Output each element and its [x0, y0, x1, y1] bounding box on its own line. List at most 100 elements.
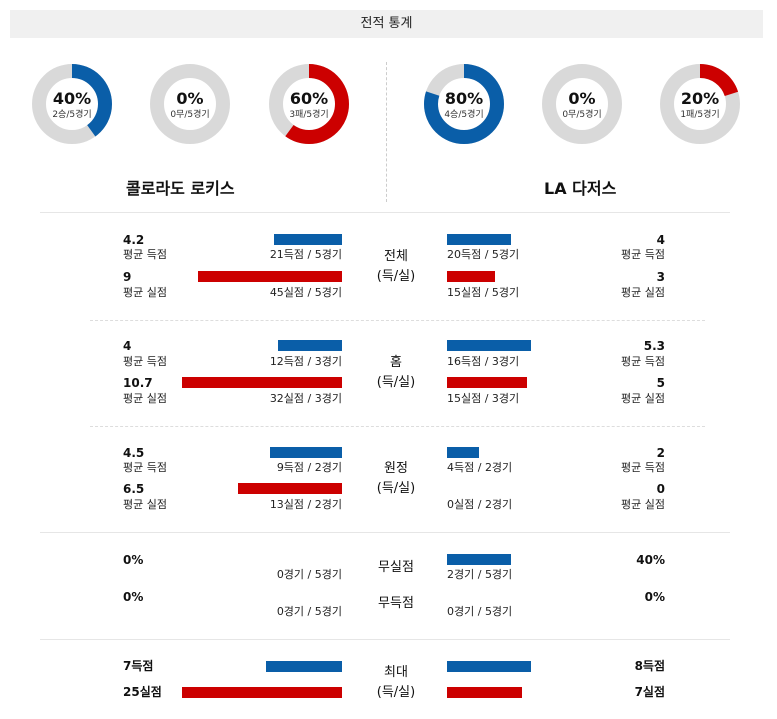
right-score-count: 20득점 / 5경기 — [447, 248, 520, 261]
donut-record: 4승/5경기 — [444, 110, 484, 120]
donut-ring — [424, 64, 504, 144]
left-avg-score-label: 평균 득점 — [123, 248, 167, 261]
right-scoreless-count: 0경기 / 5경기 — [447, 605, 513, 618]
right-allow-count: 15실점 / 3경기 — [447, 392, 520, 405]
left-avg-allow-value: 9 — [123, 270, 132, 284]
category-home-sub: (득/실) — [376, 375, 416, 390]
category-total-sub: (득/실) — [376, 269, 416, 284]
right-avg-score-label: 평균 득점 — [621, 461, 665, 474]
right-max-allow: 7실점 — [634, 685, 665, 699]
section-divider — [40, 212, 730, 213]
donut-arc — [660, 64, 740, 144]
donut-record: 3패/5경기 — [289, 110, 329, 120]
left-score-count: 21득점 / 5경기 — [269, 248, 342, 261]
left-allow-bar — [182, 377, 342, 388]
category-total: 전체 — [384, 249, 408, 264]
left-scoreless-count: 0경기 / 5경기 — [276, 605, 342, 618]
donut-arc — [424, 64, 504, 144]
right-avg-allow-label: 평균 실점 — [621, 392, 665, 405]
left-avg-score-value: 4.2 — [123, 233, 145, 247]
right-score-bar — [447, 234, 511, 245]
category-max: 최대 — [384, 665, 408, 680]
right-max-score-bar — [447, 661, 531, 672]
left-scoreless-value: 0% — [123, 590, 144, 604]
right-shutout-value: 40% — [636, 553, 665, 567]
left-avg-allow-label: 평균 실점 — [123, 286, 167, 299]
donut-percent: 0% — [176, 89, 204, 108]
donut-ring — [32, 64, 112, 144]
left-avg-score-value: 4 — [123, 339, 132, 353]
section-divider — [90, 426, 705, 427]
section-divider — [40, 532, 730, 533]
team-divider — [386, 62, 387, 202]
right-score-count: 16득점 / 3경기 — [447, 355, 520, 368]
right-allow-count: 15실점 / 5경기 — [447, 286, 520, 299]
left-max-score: 7득점 — [123, 659, 154, 673]
left-score-count: 12득점 / 3경기 — [269, 355, 342, 368]
donut-ring — [542, 64, 622, 144]
right-shutout-count: 2경기 / 5경기 — [447, 568, 513, 581]
donut-ring — [660, 64, 740, 144]
left-allow-count: 32실점 / 3경기 — [269, 392, 342, 405]
right-allow-count: 0실점 / 2경기 — [447, 498, 513, 511]
left-allow-count: 13실점 / 2경기 — [269, 498, 342, 511]
right-scoreless-value: 0% — [644, 590, 665, 604]
right-avg-score-value: 4 — [656, 233, 665, 247]
donut-arc — [269, 64, 349, 144]
donut-record: 2승/5경기 — [52, 110, 92, 120]
left-score-bar — [278, 340, 342, 351]
left-score-bar — [270, 447, 342, 458]
category-away: 원정 — [384, 461, 408, 476]
left-avg-allow-value: 6.5 — [123, 482, 145, 496]
right-avg-allow-label: 평균 실점 — [621, 498, 665, 511]
right-score-bar — [447, 447, 479, 458]
donut-percent: 60% — [289, 89, 329, 108]
donut-track — [542, 64, 622, 144]
right-avg-score-value: 2 — [656, 446, 665, 460]
donut-ring — [150, 64, 230, 144]
donut-percent: 40% — [52, 89, 92, 108]
donut-ring — [269, 64, 349, 144]
left-avg-allow-label: 평균 실점 — [123, 392, 167, 405]
left-max-allow: 25실점 — [123, 685, 162, 699]
left-score-count: 9득점 / 2경기 — [276, 461, 342, 474]
right-allow-bar — [447, 271, 495, 282]
right-avg-score-label: 평균 득점 — [621, 355, 665, 368]
team-name-left: 콜로라도 로키스 — [126, 179, 235, 198]
left-shutout-value: 0% — [123, 553, 144, 567]
right-avg-allow-value: 5 — [656, 376, 665, 390]
donut-track — [150, 64, 230, 144]
section-divider — [90, 320, 705, 321]
donut-record: 1패/5경기 — [680, 110, 720, 120]
right-score-bar — [447, 340, 531, 351]
section-divider — [40, 639, 730, 640]
left-score-bar — [274, 234, 342, 245]
donut-left-draw: 0% 0무/5경기 — [148, 62, 232, 146]
category-shutout: 무실점 — [378, 560, 414, 575]
donut-right-loss: 20% 1패/5경기 — [658, 62, 742, 146]
team-name-right: LA 다저스 — [544, 179, 617, 198]
right-allow-bar — [447, 377, 527, 388]
left-allow-count: 45실점 / 5경기 — [269, 286, 342, 299]
right-avg-score-label: 평균 득점 — [621, 248, 665, 261]
donut-left-loss: 60% 3패/5경기 — [267, 62, 351, 146]
donut-percent: 80% — [444, 89, 484, 108]
left-max-score-bar — [266, 661, 342, 672]
left-avg-score-label: 평균 득점 — [123, 355, 167, 368]
donut-right-win: 80% 4승/5경기 — [422, 62, 506, 146]
left-avg-score-value: 4.5 — [123, 446, 145, 460]
category-home: 홈 — [390, 355, 402, 370]
left-allow-bar — [238, 483, 342, 494]
left-avg-allow-value: 10.7 — [123, 376, 153, 390]
right-max-score: 8득점 — [634, 659, 665, 673]
stats-header: 전적 통계 — [10, 10, 763, 38]
donut-record: 0무/5경기 — [562, 110, 602, 120]
left-allow-bar — [198, 271, 342, 282]
donut-record: 0무/5경기 — [170, 110, 210, 120]
category-max-sub: (득/실) — [376, 685, 416, 700]
donut-right-draw: 0% 0무/5경기 — [540, 62, 624, 146]
left-avg-score-label: 평균 득점 — [123, 461, 167, 474]
right-max-allow-bar — [447, 687, 522, 698]
donut-percent: 0% — [568, 89, 596, 108]
right-avg-allow-label: 평균 실점 — [621, 286, 665, 299]
